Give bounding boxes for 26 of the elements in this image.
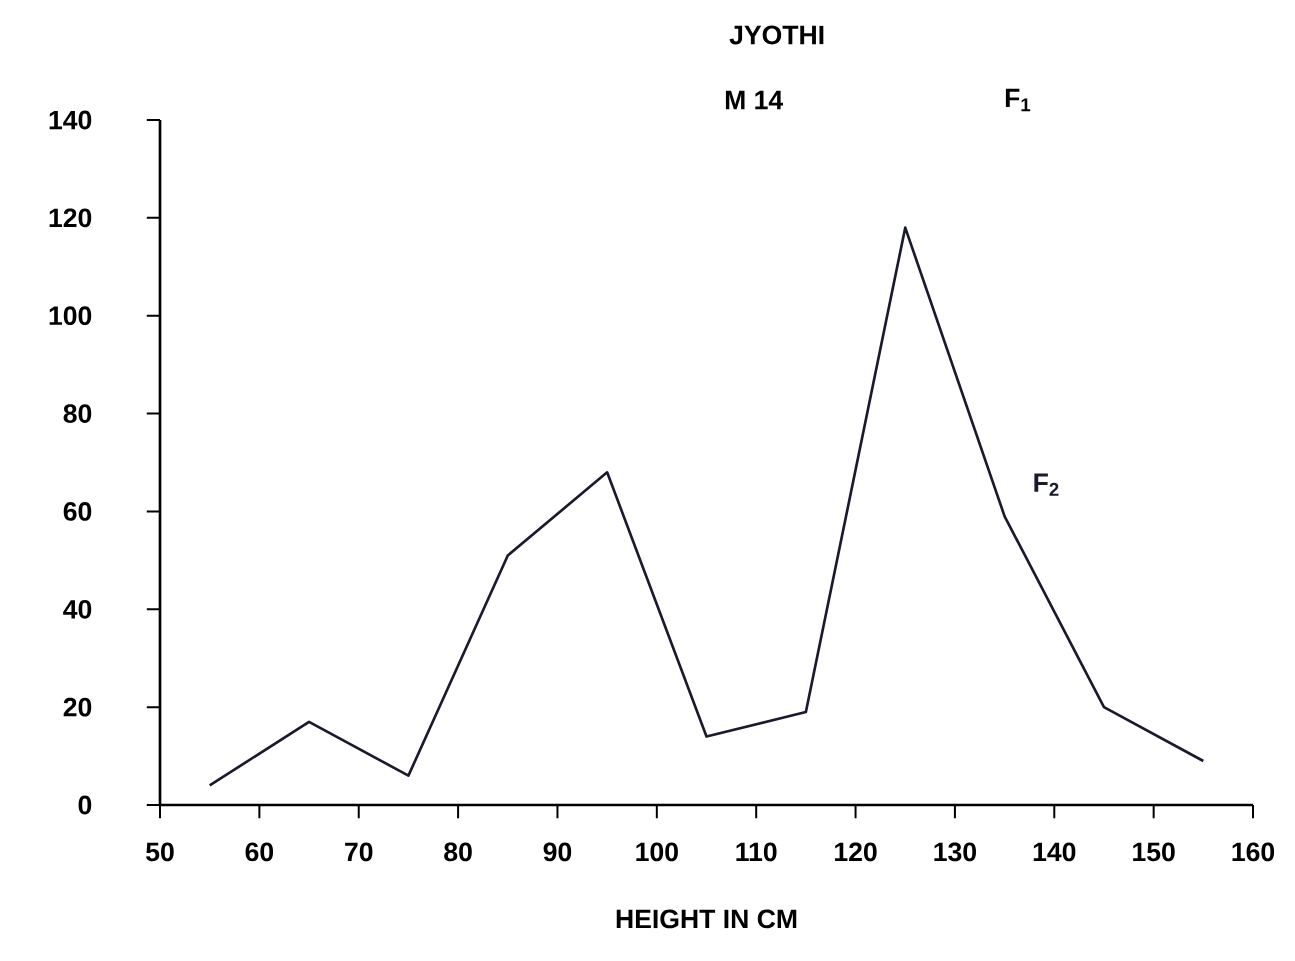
text: F$_{1}$ [1005,88,1031,112]
text: M 14 [725,90,784,110]
x-tick-label: 160 [1232,842,1275,862]
x-tick-label: 130 [934,842,976,862]
series-label: F$_{2}$ [1034,473,1059,496]
x-tick-label: 90 [543,842,572,862]
x-tick-label: 70 [345,842,373,862]
y-tick-label: 100 [49,306,92,326]
x-tick-label: 50 [146,842,174,862]
x-tick-label: 150 [1133,842,1175,862]
y-tick-label: 60 [63,502,92,521]
x-tick-label: 60 [245,842,274,862]
x-tick-label: 110 [736,842,777,862]
y-tick-label: 0 [78,795,92,815]
line-series [208,226,1205,787]
x-tick-label: 140 [1033,842,1076,862]
x-tick-label: 100 [636,842,678,862]
y-tick-label: 80 [63,404,92,423]
y-tick-label: 140 [49,110,92,130]
y-tick-label: 20 [63,697,92,717]
x-tick-label: 120 [835,842,877,862]
text: JYOTHI [729,25,824,45]
y-tick-label: 120 [49,208,92,228]
y-tick-label: 40 [63,599,92,619]
x-tick-label: 80 [444,842,472,862]
x-axis-title: HEIGHT IN CM [616,909,797,929]
